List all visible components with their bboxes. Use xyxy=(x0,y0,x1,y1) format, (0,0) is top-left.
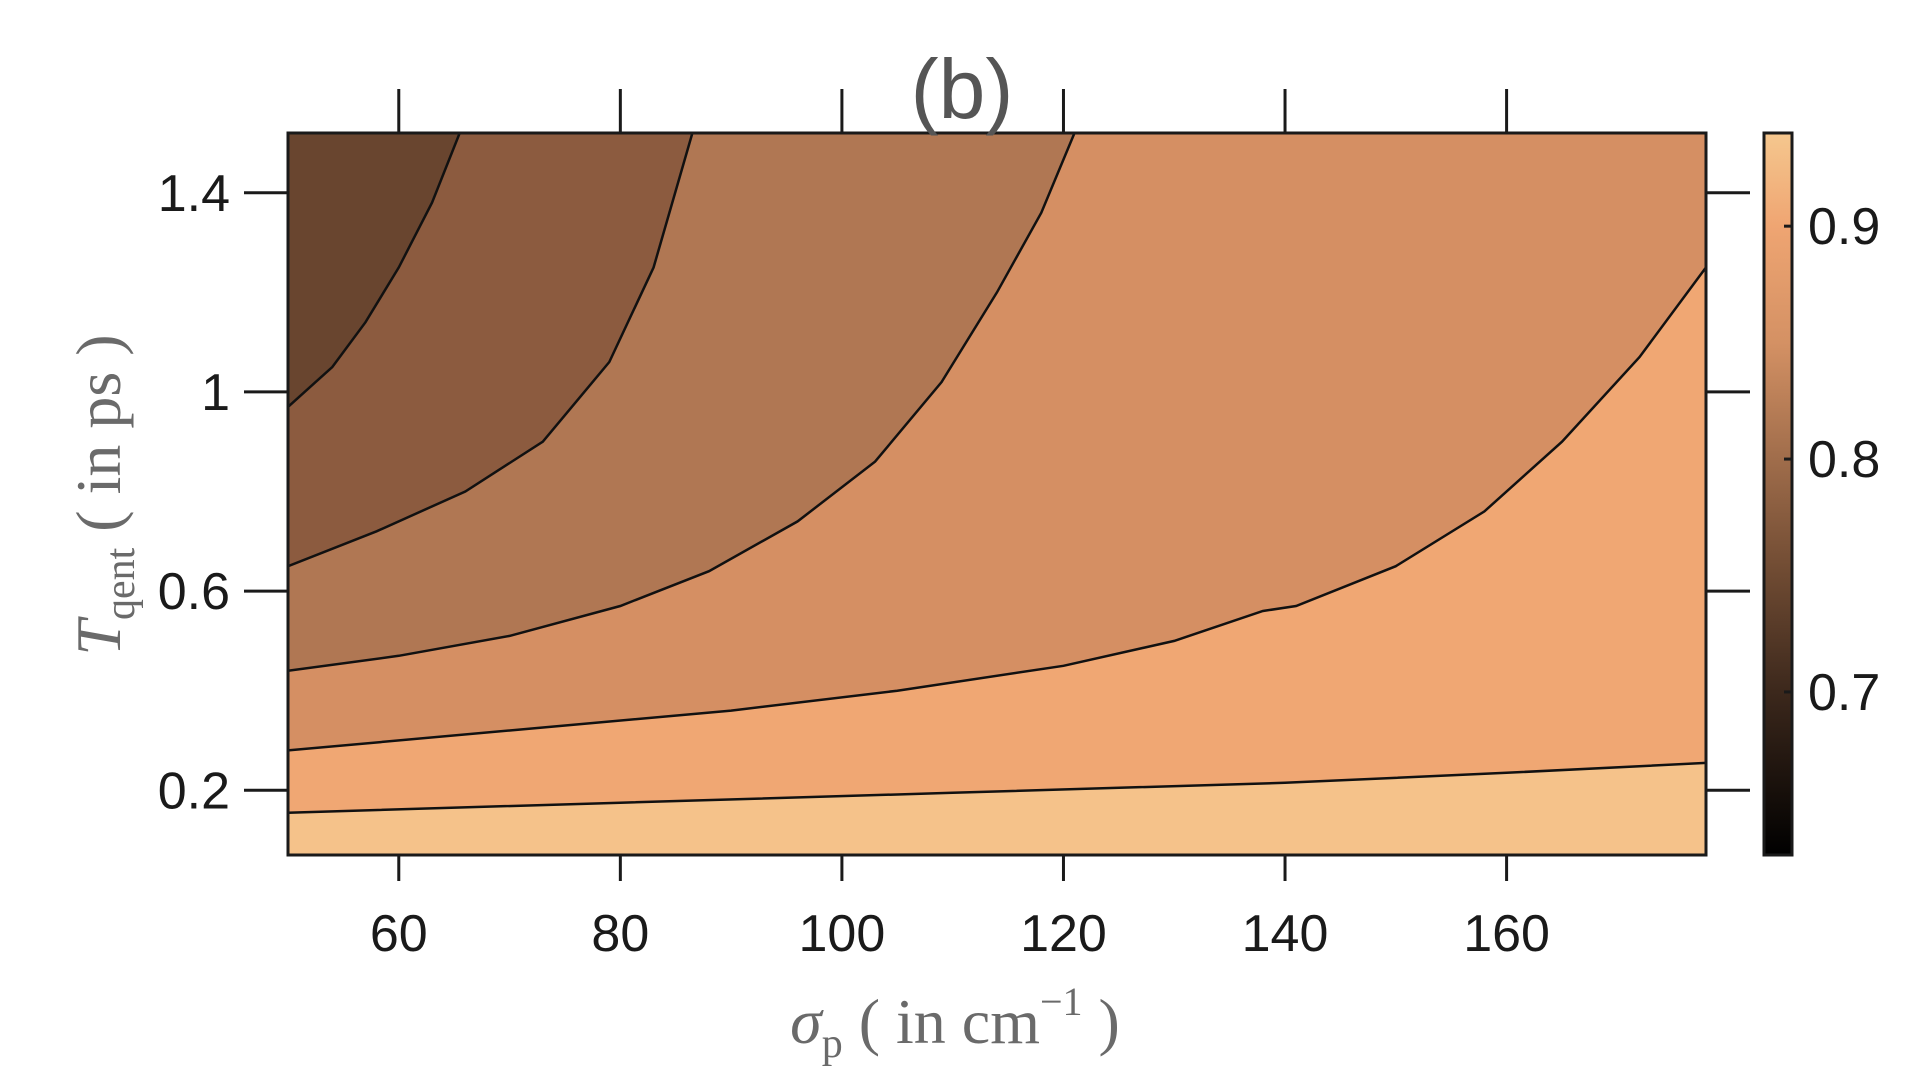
contour-line-4 xyxy=(288,761,1706,814)
contour-line-3 xyxy=(288,266,1706,752)
x-tick-label: 60 xyxy=(370,905,428,963)
contour-line-1 xyxy=(288,133,694,568)
y-tick-label: 1.4 xyxy=(158,165,230,223)
colorbar-ticks: 0.7 0.8 0.9 xyxy=(1784,198,1880,722)
colorbar: 0.7 0.8 0.9 xyxy=(1762,131,1880,857)
x-axis-ticks: 60 80 100 120 140 160 xyxy=(370,89,1550,963)
contour-line-0 xyxy=(288,133,461,408)
y-tick-label: 0.6 xyxy=(158,563,230,621)
y-axis-label: Tqent ( in ps ) xyxy=(63,334,144,655)
colorbar-tick-label: 0.7 xyxy=(1808,664,1880,722)
contour-lines xyxy=(288,133,1706,814)
x-axis-label: σp ( in cm−1 ) xyxy=(790,979,1120,1067)
contour-fill-regions xyxy=(288,133,1706,855)
plot-frame xyxy=(286,131,1708,857)
contour-line-2 xyxy=(288,133,1076,673)
fill-region-4 xyxy=(288,133,460,407)
x-tick-label: 120 xyxy=(1020,905,1107,963)
x-tick-label: 100 xyxy=(799,905,886,963)
y-tick-label: 0.2 xyxy=(158,762,230,820)
panel-title: (b) xyxy=(911,42,1014,136)
colorbar-tick-label: 0.9 xyxy=(1808,198,1880,256)
y-axis-ticks: 0.2 0.6 1 1.4 xyxy=(158,165,1750,820)
x-tick-label: 80 xyxy=(591,905,649,963)
x-tick-label: 140 xyxy=(1242,905,1329,963)
y-tick-label: 1 xyxy=(201,364,230,422)
colorbar-frame xyxy=(1762,131,1794,857)
colorbar-tick-label: 0.8 xyxy=(1808,431,1880,489)
colorbar-gradient xyxy=(1764,133,1792,855)
x-tick-label: 160 xyxy=(1463,905,1550,963)
